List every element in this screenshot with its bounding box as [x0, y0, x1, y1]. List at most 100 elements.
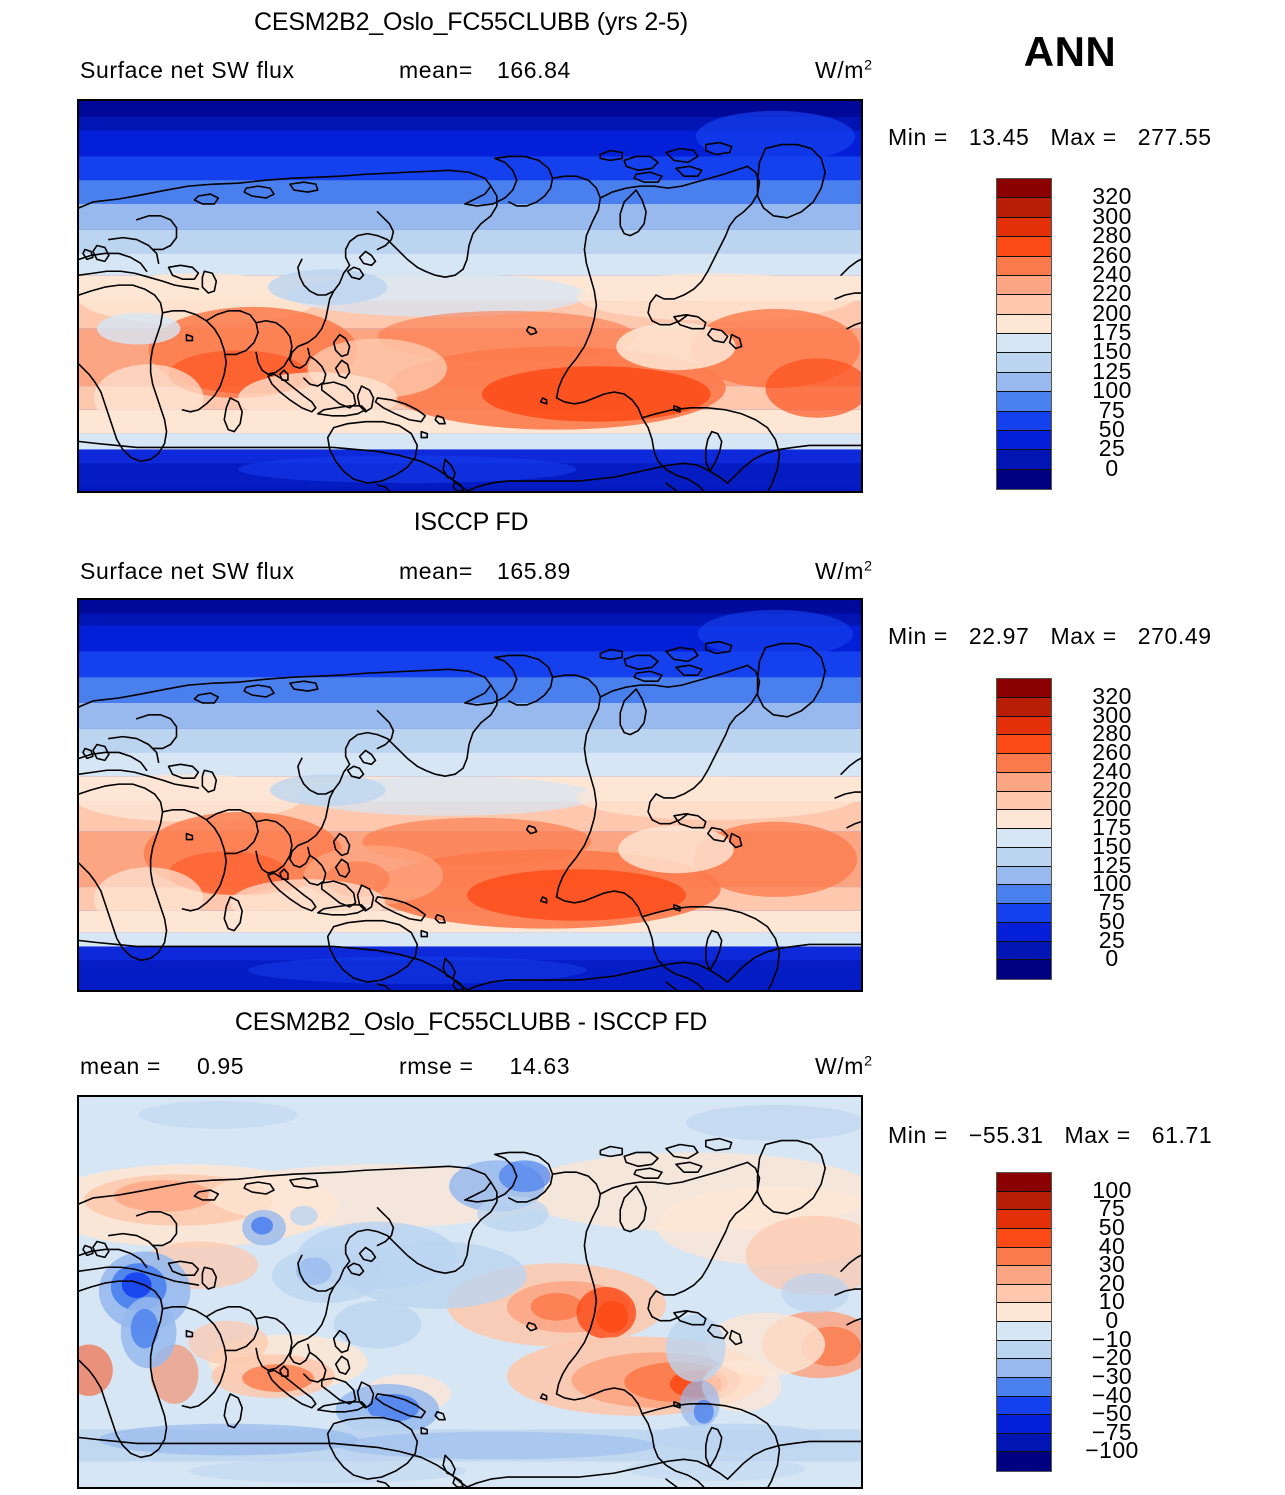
colorbar-tick-label: 280 [1092, 222, 1132, 249]
colorbar-tick-label: 175 [1092, 814, 1132, 840]
colorbar-tick-label: 220 [1092, 776, 1132, 803]
colorbar-model-bar[interactable] [996, 178, 1052, 490]
panel-difference-stats: mean = 0.95 rmse = 14.63 W/m2 [77, 1053, 872, 1079]
panel-difference-title: CESM2B2_Oslo_FC55CLUBB - ISCCP FD [234, 1008, 708, 1036]
colorbar-band [997, 1433, 1051, 1453]
colorbar-tick-label: 300 [1092, 701, 1132, 728]
colorbar-band [997, 217, 1051, 238]
panel-obs-min-label: Min = [888, 623, 948, 649]
colorbar-band [997, 237, 1051, 257]
colorbar-band [997, 1322, 1051, 1341]
colorbar-tick-label: 50 [1098, 415, 1126, 442]
colorbar-band [997, 1359, 1051, 1378]
colorbar-tick-label: −10 [1091, 1325, 1133, 1352]
panel-model-minmax: Min = 13.45 Max = 277.55 [888, 124, 1238, 151]
colorbar-tick-label: 300 [1092, 202, 1132, 229]
colorbar-band [997, 314, 1051, 334]
panel-obs-units-exponent: 2 [864, 558, 872, 575]
colorbar-band [997, 430, 1051, 451]
map-model-canvas [79, 101, 861, 491]
panel-difference-rmse: rmse = 14.63 [399, 1053, 570, 1080]
colorbar-band [997, 1377, 1051, 1397]
panel-model-title: CESM2B2_Oslo_FC55CLUBB (yrs 2-5) [253, 8, 689, 36]
colorbar-band [997, 1415, 1051, 1434]
colorbar-tick-label: 220 [1092, 280, 1132, 307]
panel-model-max-label: Max = [1050, 124, 1117, 150]
colorbar-tick-label: 100 [1092, 870, 1132, 897]
colorbar-band [997, 697, 1051, 717]
colorbar-tick-label: 25 [1098, 926, 1126, 953]
colorbar-band [997, 922, 1051, 942]
panel-difference-mean-label: mean = [80, 1053, 161, 1079]
colorbar-band [997, 392, 1051, 412]
colorbar-band [997, 1266, 1051, 1285]
panel-difference-max-label: Max = [1064, 1122, 1131, 1148]
panel-difference-min-label: Min = [888, 1122, 948, 1148]
colorbar-tick-label: 200 [1092, 299, 1132, 326]
colorbar-band [997, 1452, 1051, 1471]
colorbar-tick-label: 260 [1092, 739, 1132, 765]
colorbar-band [997, 1396, 1051, 1416]
panel-model-mean-value: 166.84 [496, 57, 571, 83]
colorbar-tick-label: 40 [1098, 1232, 1126, 1259]
colorbar-band [997, 469, 1051, 489]
panel-obs-mean-label: mean= [399, 558, 473, 584]
colorbar-band [997, 772, 1051, 792]
map-model-field [79, 101, 861, 491]
colorbar-tick-label: 10 [1098, 1288, 1126, 1315]
colorbar-tick-label: 75 [1098, 889, 1126, 915]
panel-model-mean-label: mean= [399, 57, 473, 83]
map-difference[interactable] [77, 1095, 863, 1489]
panel-obs: ISCCP FD Surface net SW flux mean= 165.8… [0, 500, 1285, 1000]
colorbar-tick-label: −50 [1091, 1400, 1133, 1427]
colorbar-difference-bar[interactable] [996, 1172, 1052, 1472]
colorbar-band [997, 754, 1051, 773]
panel-model-units: W/m2 [815, 57, 872, 84]
colorbar-band [997, 256, 1051, 276]
panel-model-max-value: 277.55 [1137, 124, 1212, 150]
colorbar-band [997, 847, 1051, 867]
colorbar-obs-bar[interactable] [996, 678, 1052, 980]
colorbar-tick-label: 75 [1098, 1195, 1126, 1222]
colorbar-tick-label: −40 [1091, 1381, 1133, 1408]
colorbar-tick-label: 125 [1092, 851, 1132, 878]
panel-obs-title: ISCCP FD [413, 508, 529, 536]
colorbar-band [997, 295, 1051, 315]
colorbar-tick-label: 260 [1092, 241, 1132, 268]
panel-difference: CESM2B2_Oslo_FC55CLUBB - ISCCP FD mean =… [0, 1000, 1285, 1495]
colorbar-tick-label: 0 [1105, 945, 1119, 972]
colorbar-band [997, 179, 1051, 199]
colorbar-tick-label: 320 [1092, 682, 1132, 709]
map-obs-field [79, 600, 861, 990]
colorbar-tick-label: 150 [1092, 338, 1132, 365]
panel-difference-mean-value: 0.95 [196, 1053, 245, 1079]
panel-difference-minmax: Min = −55.31 Max = 61.71 [888, 1122, 1238, 1149]
colorbar-band [997, 275, 1051, 296]
panel-difference-rmse-value: 14.63 [509, 1053, 571, 1079]
panel-obs-units-base: W/m [815, 558, 865, 584]
panel-obs-mean: mean= 165.89 [399, 558, 571, 585]
colorbar-tick-label: 175 [1092, 319, 1132, 345]
map-difference-canvas [79, 1097, 861, 1487]
panel-difference-units-exponent: 2 [864, 1053, 872, 1070]
colorbar-band [997, 1303, 1051, 1322]
panel-obs-stats: Surface net SW flux mean= 165.89 W/m2 [77, 558, 872, 584]
colorbar-tick-label: 50 [1098, 1213, 1126, 1240]
panel-model: CESM2B2_Oslo_FC55CLUBB (yrs 2-5) Surface… [0, 0, 1285, 500]
colorbar-tick-label: −20 [1091, 1344, 1133, 1371]
colorbar-band [997, 960, 1051, 979]
panel-obs-max-label: Max = [1050, 623, 1117, 649]
panel-obs-minmax: Min = 22.97 Max = 270.49 [888, 623, 1238, 650]
colorbar-band [997, 679, 1051, 698]
colorbar-band [997, 810, 1051, 829]
map-model[interactable] [77, 99, 863, 493]
panel-obs-max-value: 270.49 [1137, 623, 1212, 649]
panel-model-mean: mean= 166.84 [399, 57, 571, 84]
colorbar-tick-label: 30 [1098, 1251, 1126, 1278]
colorbar-tick-label: 280 [1092, 720, 1132, 747]
colorbar-tick-label: −75 [1091, 1418, 1133, 1445]
colorbar-tick-label: 25 [1098, 435, 1126, 462]
map-obs[interactable] [77, 598, 863, 992]
colorbar-band [997, 1210, 1051, 1229]
colorbar-band [997, 1191, 1051, 1211]
